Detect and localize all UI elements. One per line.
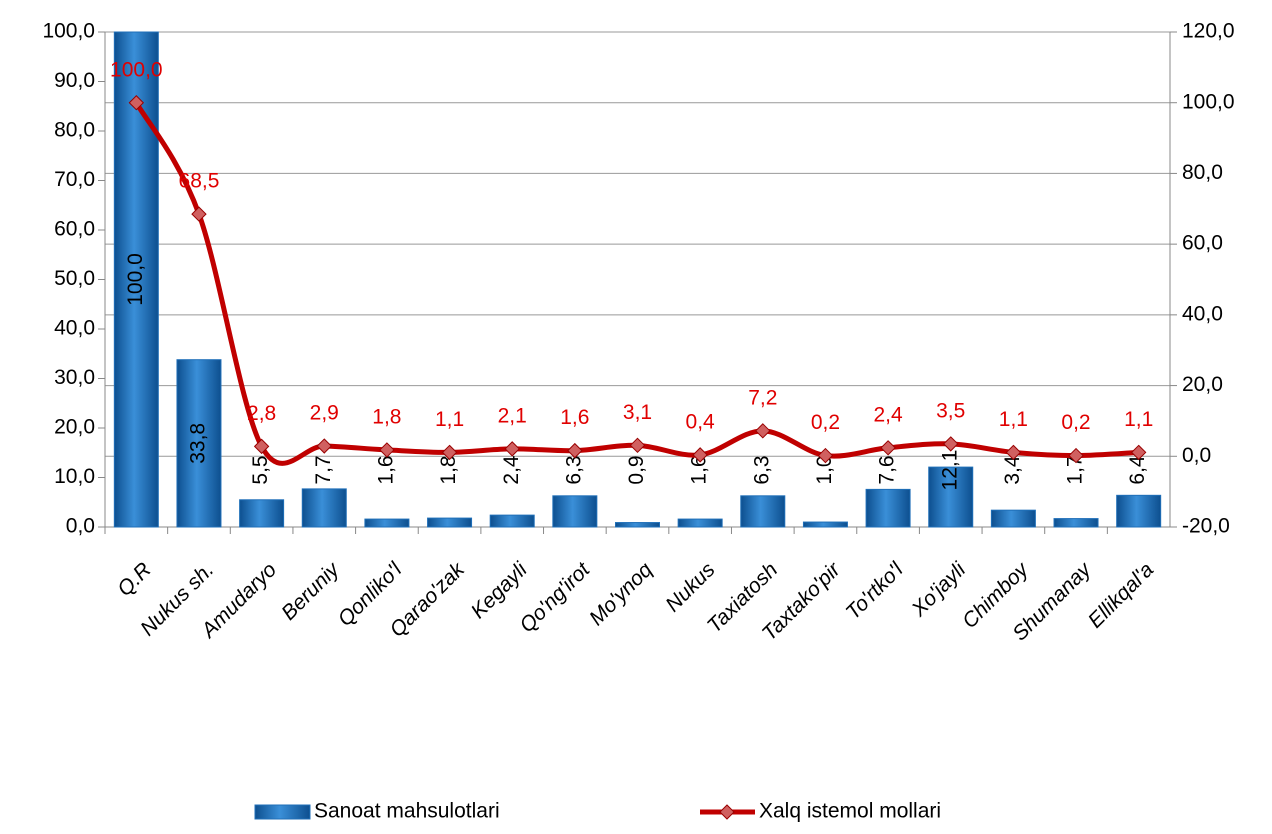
x-tick-label: Nukus <box>661 558 720 617</box>
bar-label: 1,6 <box>374 455 397 484</box>
line-marker <box>128 95 145 111</box>
y-tick-label: 30,0 <box>54 366 95 389</box>
bar-label: 2,4 <box>500 455 523 485</box>
bar <box>113 31 159 528</box>
bar <box>239 499 285 528</box>
bar-label: 6,4 <box>1126 455 1149 485</box>
bar-label: 12,1 <box>938 450 961 491</box>
line-label: 0,2 <box>811 411 840 434</box>
legend-label: Xalq istemol mollari <box>759 800 941 823</box>
y-tick-label: 50,0 <box>54 267 95 290</box>
y-tick-label: 20,0 <box>54 416 95 439</box>
y-tick-label: 70,0 <box>54 168 95 191</box>
legend-swatch <box>254 804 311 820</box>
line-marker <box>943 436 959 452</box>
bar-label: 7,6 <box>876 455 899 484</box>
y2-tick-label: 20,0 <box>1182 373 1223 396</box>
line-label: 1,1 <box>999 408 1028 431</box>
line-label: 1,1 <box>435 408 464 431</box>
line-label: 2,1 <box>498 404 527 427</box>
y2-tick-label: 120,0 <box>1182 20 1235 43</box>
bar <box>301 488 347 528</box>
bar <box>1116 494 1162 528</box>
line-marker <box>880 440 896 456</box>
bar-label: 33,8 <box>187 423 210 464</box>
bar <box>928 466 974 528</box>
bar <box>677 518 723 528</box>
line-marker <box>191 206 207 222</box>
y2-tick-label: -20,0 <box>1182 515 1230 538</box>
x-tick-label: Ellikqal'a <box>1084 558 1158 632</box>
bar <box>489 514 535 528</box>
y-tick-label: 90,0 <box>54 69 95 92</box>
x-tick-label: Qo'ng'irot <box>515 557 595 637</box>
bar-label: 1,8 <box>437 455 460 484</box>
bar <box>802 521 848 528</box>
y2-tick-label: 0,0 <box>1182 444 1211 467</box>
x-tick-label: To'rtko'l <box>842 557 909 624</box>
line-marker <box>1005 444 1022 461</box>
line-label: 0,2 <box>1061 411 1090 434</box>
bar-label: 1,6 <box>688 455 711 484</box>
bar-label: 7,7 <box>312 455 335 484</box>
y-tick-label: 0,0 <box>66 515 95 538</box>
line-label: 1,1 <box>1124 408 1153 431</box>
line-marker <box>567 442 583 459</box>
x-tick-label: Mo'ynoq <box>585 558 657 630</box>
y-tick-label: 80,0 <box>54 119 95 142</box>
line-label: 2,4 <box>873 403 903 426</box>
line-label: 3,1 <box>623 401 652 424</box>
x-tick-label: Q.R <box>113 558 156 601</box>
line-label: 7,2 <box>748 386 777 409</box>
line-label: 2,9 <box>310 402 339 425</box>
y2-tick-label: 40,0 <box>1182 302 1223 325</box>
y-tick-label: 60,0 <box>54 218 95 241</box>
line-marker <box>379 442 395 458</box>
line-marker <box>1068 447 1084 464</box>
line-marker <box>1130 444 1147 461</box>
line-label: 2,8 <box>247 402 276 425</box>
y-tick-label: 100,0 <box>42 20 95 43</box>
bar-label: 3,4 <box>1001 455 1024 485</box>
bar <box>176 359 222 528</box>
line-label: 68,5 <box>179 170 220 193</box>
line-label: 3,5 <box>936 399 965 422</box>
bar-label: 100,0 <box>124 253 147 306</box>
y2-tick-label: 100,0 <box>1182 90 1235 113</box>
bar-label: 6,3 <box>562 455 585 484</box>
bar-label: 5,5 <box>249 455 272 484</box>
line-label: 1,6 <box>560 406 589 429</box>
y2-tick-label: 60,0 <box>1182 232 1223 255</box>
bar-label: 6,3 <box>750 455 773 484</box>
bar-label: 1,0 <box>813 455 836 484</box>
line-marker <box>441 444 458 461</box>
legend-marker <box>719 804 735 820</box>
bar <box>552 495 598 528</box>
line-label: 0,4 <box>686 410 716 433</box>
y-tick-label: 10,0 <box>54 465 95 488</box>
line-label: 100,0 <box>110 58 163 81</box>
bar <box>1053 518 1099 528</box>
bar-label: 1,7 <box>1064 455 1087 484</box>
line-marker <box>817 447 834 464</box>
bar <box>990 509 1036 528</box>
bar <box>865 488 911 528</box>
bar-label: 0,9 <box>625 455 648 484</box>
line-marker <box>755 423 771 439</box>
bar <box>615 522 660 528</box>
bar <box>364 518 410 528</box>
line-marker <box>629 437 646 454</box>
line-marker <box>692 447 708 463</box>
y2-tick-label: 80,0 <box>1182 161 1223 184</box>
bar <box>740 495 786 528</box>
line-label: 1,8 <box>372 405 401 428</box>
line-marker <box>504 441 520 457</box>
legend-label: Sanoat mahsulotlari <box>314 800 500 823</box>
y-tick-label: 40,0 <box>54 317 95 340</box>
line-marker <box>316 438 332 454</box>
line-marker <box>253 438 270 455</box>
bar <box>427 517 473 528</box>
